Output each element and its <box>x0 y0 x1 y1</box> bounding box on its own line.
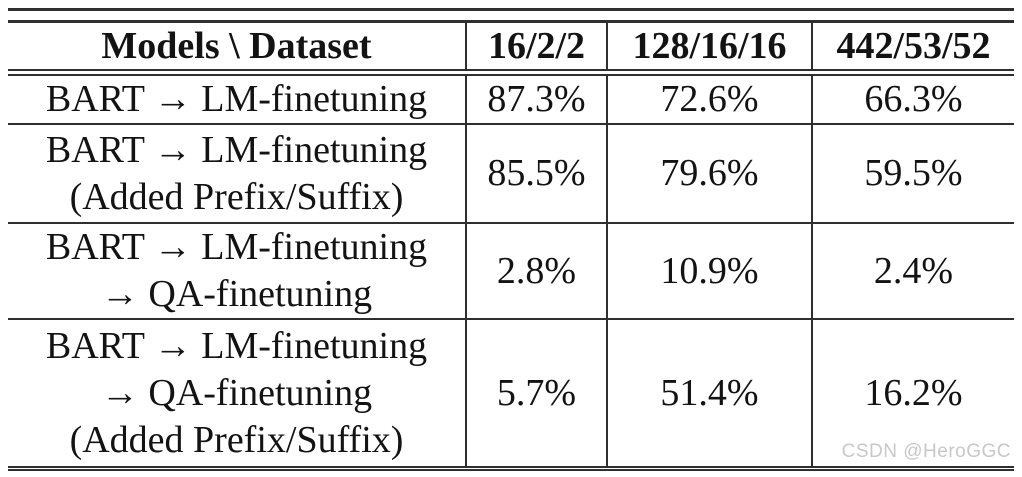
model-name-line: BART → LM-finetuning <box>45 128 428 171</box>
accuracy-value-cell: 59.5% <box>811 123 1014 223</box>
accuracy-value-cell: 5.7% <box>465 318 607 471</box>
model-name-line: BART → LM-finetuning <box>45 226 428 268</box>
table-row: BART → LM-finetuning 87.3% 72.6% 66.3% <box>8 72 1014 125</box>
model-name-line: → QA-finetuning <box>100 273 373 315</box>
table-header: Models \ Dataset 16/2/2 128/16/16 442/53… <box>8 23 1014 76</box>
top-rule-upper <box>8 8 1014 11</box>
accuracy-value-cell: 51.4% <box>606 318 812 471</box>
header-row: Models \ Dataset 16/2/2 128/16/16 442/53… <box>8 23 1014 76</box>
top-rule-lower <box>8 20 1014 23</box>
model-name-cell: BART → LM-finetuning → QA-finetuning <box>8 222 466 319</box>
header-dataset-16-2-2: 16/2/2 <box>465 23 607 76</box>
table-row: BART → LM-finetuning → QA-finetuning 2.8% 1… <box>8 222 1014 319</box>
model-name-cell: BART → LM-finetuning <box>8 73 466 125</box>
results-table-figure: Models \ Dataset 16/2/2 128/16/16 442/53… <box>8 0 1014 471</box>
top-rule-gap <box>8 11 1014 20</box>
table-row: BART → LM-finetuning (Added Prefix/Suffix… <box>8 123 1014 223</box>
accuracy-value-cell: 87.3% <box>465 72 607 124</box>
model-name-line: BART → LM-finetuning <box>45 324 428 367</box>
model-name-cell: BART → LM-finetuning → QA-finetuning (Adde… <box>8 318 466 471</box>
header-dataset-128-16-16: 128/16/16 <box>606 23 812 76</box>
accuracy-value-cell: 66.3% <box>811 72 1014 124</box>
accuracy-value-cell: 2.8% <box>465 222 607 319</box>
results-table: Models \ Dataset 16/2/2 128/16/16 442/53… <box>8 23 1014 471</box>
model-name-line: (Added Prefix/Suffix) <box>69 418 404 461</box>
accuracy-value-cell: 85.5% <box>465 123 607 223</box>
model-name-cell: BART → LM-finetuning (Added Prefix/Suffix… <box>8 123 466 223</box>
model-name-line: → QA-finetuning <box>100 371 373 414</box>
csdn-watermark: CSDN @HeroGGC <box>838 441 1014 466</box>
model-name-line: BART → LM-finetuning <box>45 78 428 120</box>
header-dataset-442-53-52: 442/53/52 <box>811 23 1014 76</box>
accuracy-value-cell: 2.4% <box>811 222 1014 319</box>
model-name-line: (Added Prefix/Suffix) <box>69 175 404 218</box>
table-body: BART → LM-finetuning 87.3% 72.6% 66.3% BART … <box>8 72 1014 471</box>
accuracy-value-cell: 72.6% <box>606 72 812 124</box>
accuracy-value-cell: 10.9% <box>606 222 812 319</box>
accuracy-value-cell: 79.6% <box>606 123 812 223</box>
header-models-dataset: Models \ Dataset <box>8 23 466 76</box>
